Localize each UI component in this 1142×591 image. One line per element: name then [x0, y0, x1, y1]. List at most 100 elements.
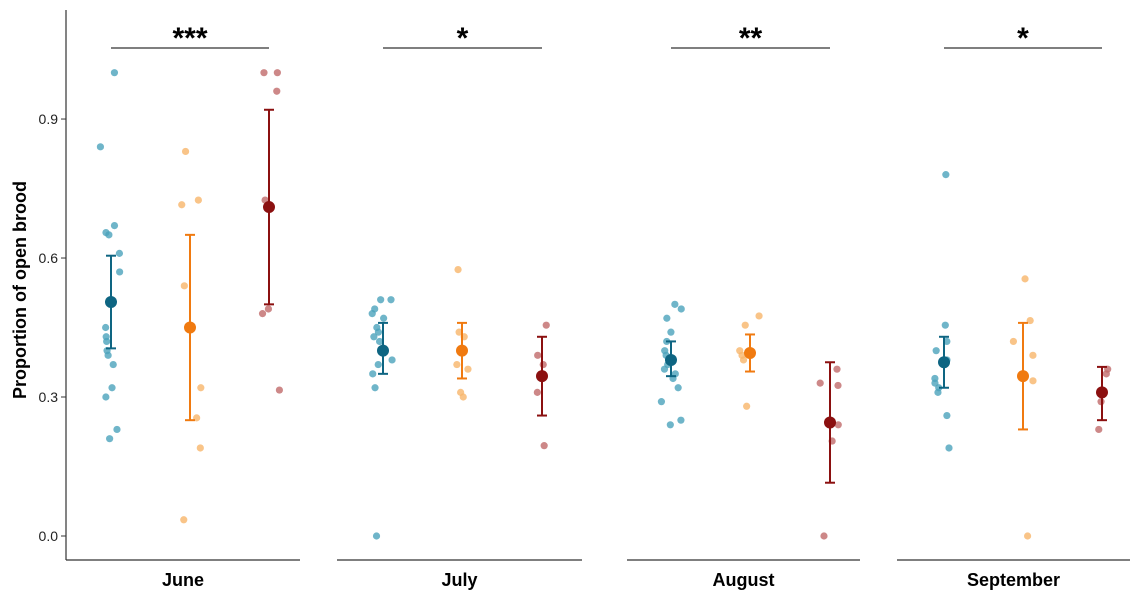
data-point	[377, 296, 385, 304]
data-point	[743, 402, 751, 410]
panel-label: August	[713, 570, 775, 590]
data-point	[816, 379, 824, 387]
data-point	[110, 221, 119, 230]
data-point	[1029, 377, 1037, 385]
data-point	[181, 147, 190, 156]
mean-point	[184, 321, 196, 334]
data-point	[667, 328, 675, 336]
data-point	[833, 365, 841, 373]
significance-label: *	[457, 22, 469, 55]
data-point	[941, 321, 949, 329]
mean-point	[1017, 370, 1029, 383]
panel-label: September	[967, 570, 1060, 590]
data-point	[273, 69, 281, 77]
data-point	[370, 333, 378, 341]
mean-point	[536, 370, 548, 383]
data-point	[540, 442, 548, 450]
y-axis: 0.0 0.3 0.6 0.9	[39, 10, 67, 560]
data-point	[666, 421, 674, 429]
y-tick-label: 0.0	[39, 528, 59, 544]
data-point	[671, 300, 679, 308]
panel-label: June	[162, 570, 204, 590]
data-point	[677, 305, 685, 313]
data-point	[453, 360, 461, 369]
data-point	[178, 201, 186, 209]
significance-label: **	[739, 22, 763, 55]
data-point	[542, 321, 550, 329]
panel-june: June ***	[66, 22, 300, 590]
data-point	[387, 296, 395, 304]
mean-point	[938, 356, 950, 369]
data-point	[942, 171, 950, 179]
data-point	[1023, 532, 1032, 540]
data-point	[454, 266, 462, 274]
data-point	[110, 69, 119, 77]
data-point	[1102, 370, 1110, 378]
mean-point	[1096, 386, 1108, 399]
mean-point	[665, 353, 677, 366]
data-point	[464, 365, 472, 373]
y-tick-label: 0.6	[39, 250, 59, 266]
data-point	[105, 231, 113, 239]
mean-point	[744, 346, 756, 359]
panel-july: July *	[337, 22, 582, 590]
data-point	[820, 532, 828, 540]
data-point	[194, 196, 202, 204]
mean-point	[456, 344, 468, 357]
data-point	[834, 381, 842, 390]
y-axis-title: Proportion of open brood	[10, 181, 30, 399]
data-point	[115, 249, 124, 257]
data-point	[275, 386, 284, 394]
data-point	[258, 310, 267, 318]
mean-point	[824, 416, 836, 429]
data-point	[96, 143, 105, 151]
significance-label: ***	[172, 22, 207, 55]
data-point	[741, 321, 749, 329]
data-point	[755, 312, 763, 320]
data-point	[945, 444, 953, 452]
data-point	[1009, 337, 1018, 346]
data-point	[739, 356, 748, 364]
data-point	[374, 360, 382, 369]
data-point	[534, 351, 542, 359]
data-point	[674, 384, 682, 392]
data-point	[663, 314, 671, 322]
data-point	[943, 411, 951, 420]
data-point	[380, 314, 388, 322]
data-point	[932, 347, 940, 355]
panel-september: September *	[897, 22, 1130, 590]
data-point	[834, 421, 842, 429]
mean-point	[105, 296, 117, 309]
data-point	[369, 370, 377, 378]
data-point	[180, 516, 188, 524]
data-point	[1021, 275, 1029, 283]
data-point	[1095, 425, 1103, 434]
data-point	[106, 435, 114, 443]
data-point	[455, 328, 463, 336]
mean-point	[377, 344, 389, 357]
data-point	[934, 388, 942, 396]
data-point	[102, 323, 110, 332]
data-point	[657, 398, 666, 406]
data-point	[375, 337, 384, 346]
panel-label: July	[441, 570, 477, 590]
y-tick-label: 0.9	[39, 111, 59, 127]
data-point	[113, 425, 121, 434]
data-point	[677, 416, 685, 424]
data-point	[260, 69, 268, 77]
data-point	[197, 384, 205, 392]
data-point	[108, 384, 116, 392]
significance-label: *	[1017, 22, 1029, 55]
panels: June *** July * August ** September *	[66, 22, 1130, 590]
data-point	[109, 360, 117, 369]
data-point	[103, 337, 111, 346]
data-point	[264, 305, 273, 313]
data-point	[104, 351, 112, 359]
data-point	[388, 356, 396, 364]
data-point	[1029, 351, 1037, 359]
data-point	[459, 393, 467, 401]
data-point	[660, 365, 669, 373]
data-point	[273, 87, 281, 95]
data-point	[533, 388, 541, 396]
